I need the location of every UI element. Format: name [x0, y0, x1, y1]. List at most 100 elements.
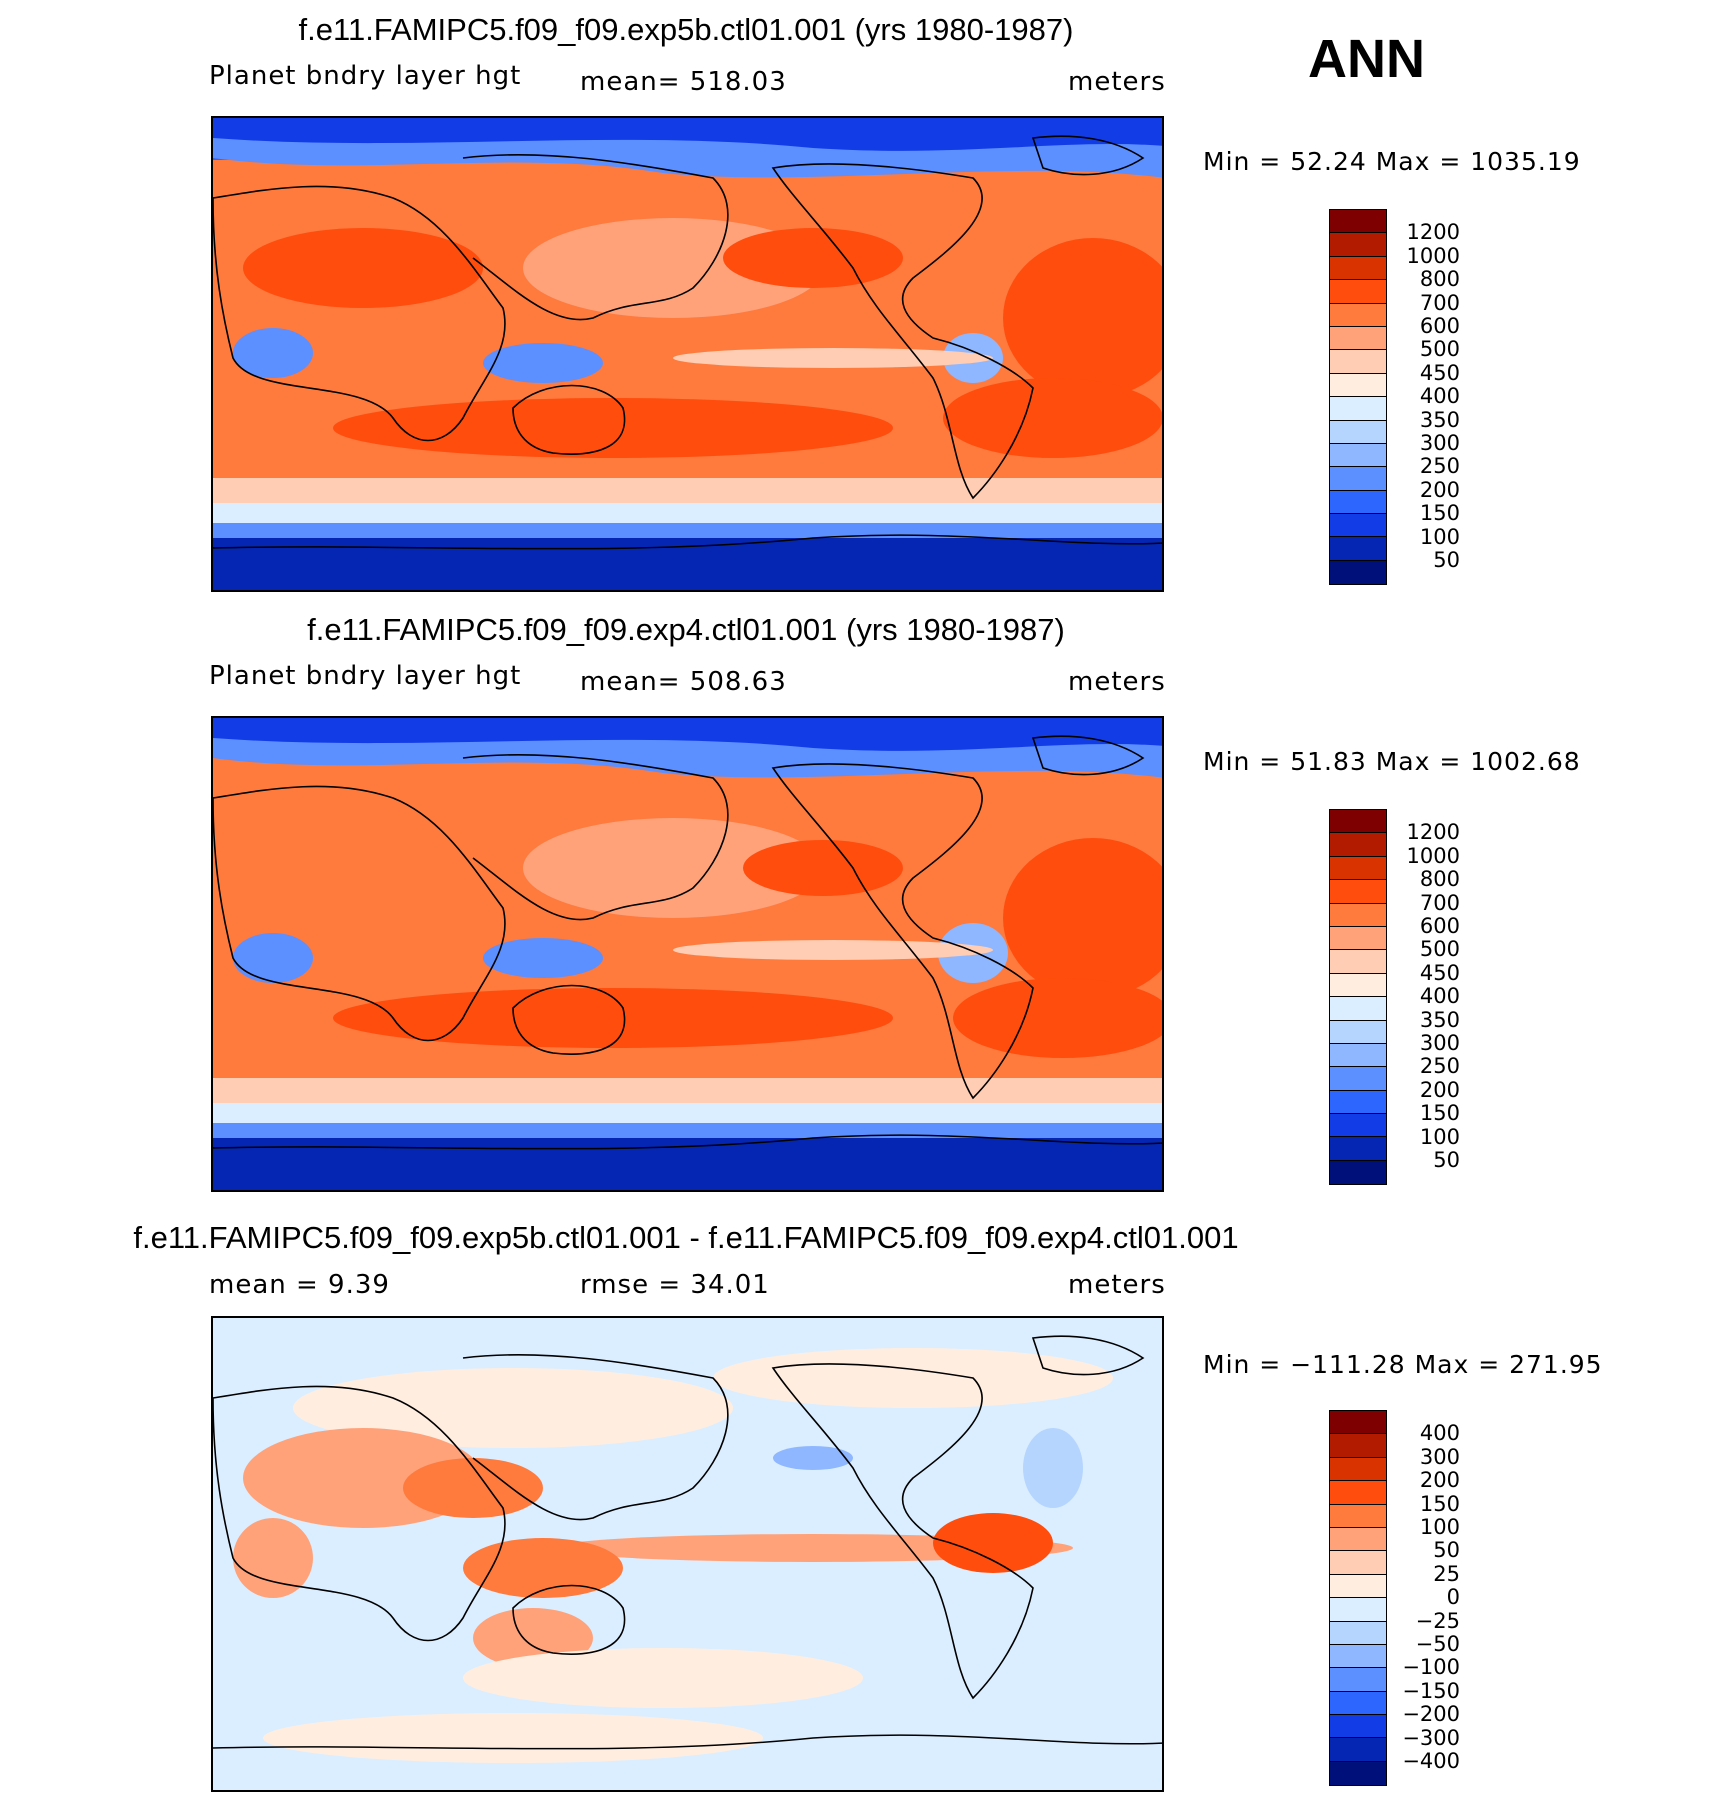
colorbar-cell: [1330, 537, 1386, 561]
colorbar-cell: [1330, 1020, 1386, 1044]
colorbar-cell: [1330, 997, 1386, 1021]
colorbar-tick-label: 100: [1419, 524, 1460, 549]
colorbar-tick-label: 800: [1419, 267, 1460, 292]
colorbar-cell: [1330, 810, 1386, 834]
colorbar-tick-label: 150: [1419, 501, 1460, 526]
colorbar-tick-label: 500: [1419, 937, 1460, 962]
colorbar-cell: [1330, 326, 1386, 351]
colorbar-tick-label: 200: [1419, 1468, 1460, 1493]
colorbar-tick-label: 300: [1419, 431, 1460, 455]
colorbar-tick-label: 50: [1433, 548, 1460, 572]
colorbar-cell: [1330, 1481, 1386, 1505]
panel-1-title: f.e11.FAMIPC5.f09_f09.exp5b.ctl01.001 (y…: [298, 12, 1074, 47]
colorbar-cell: [1330, 490, 1386, 515]
colorbar-cell: [1330, 1691, 1386, 1716]
panel-3-map: [211, 1316, 1164, 1792]
colorbar-tick-label: 700: [1419, 290, 1460, 315]
panel-2-units: meters: [1068, 667, 1166, 697]
colorbar-cell: [1330, 1067, 1386, 1091]
colorbar-cell: [1330, 1043, 1386, 1068]
colorbar-tick-label: 100: [1419, 1124, 1460, 1149]
panel-1-minmax: Min = 52.24 Max = 1035.19: [1203, 147, 1581, 176]
colorbar-tick-label: 50: [1433, 1538, 1460, 1563]
colorbar-tick-label: −150: [1402, 1678, 1460, 1703]
panel-3-colorbar: [1329, 1410, 1387, 1787]
colorbar-cell: [1330, 280, 1386, 304]
colorbar-tick-label: −50: [1415, 1632, 1460, 1656]
colorbar-tick-label: 600: [1419, 914, 1460, 938]
panel-1-map: [211, 116, 1164, 592]
colorbar-tick-label: 1200: [1406, 820, 1460, 845]
colorbar-cell: [1330, 1411, 1386, 1435]
colorbar-cell: [1330, 1574, 1386, 1599]
colorbar-tick-label: −200: [1402, 1702, 1460, 1727]
colorbar-tick-label: 150: [1419, 1101, 1460, 1126]
colorbar-tick-label: 1000: [1406, 243, 1460, 268]
colorbar-cell: [1330, 397, 1386, 421]
panel-2-map: [211, 716, 1164, 1192]
colorbar-tick-label: −25: [1415, 1608, 1460, 1633]
colorbar-tick-label: −100: [1402, 1655, 1460, 1680]
panel-1-mean: mean= 518.03: [580, 67, 787, 97]
colorbar-cell: [1330, 950, 1386, 974]
colorbar-tick-label: 200: [1419, 477, 1460, 502]
colorbar-tick-label: 450: [1419, 960, 1460, 985]
colorbar-cell: [1330, 1527, 1386, 1552]
colorbar-cell: [1330, 1761, 1386, 1786]
colorbar-cell: [1330, 1160, 1386, 1185]
colorbar-cell: [1330, 1598, 1386, 1622]
panel-3-minmax: Min = −111.28 Max = 271.95: [1203, 1350, 1603, 1379]
colorbar-tick-label: 50: [1433, 1148, 1460, 1172]
panel-3-units: meters: [1068, 1270, 1166, 1300]
colorbar-tick-label: 350: [1419, 1007, 1460, 1032]
colorbar-tick-label: 300: [1419, 1444, 1460, 1469]
colorbar-tick-label: 1000: [1406, 843, 1460, 868]
colorbar-cell: [1330, 303, 1386, 327]
colorbar-cell: [1330, 1114, 1386, 1138]
colorbar-cell: [1330, 856, 1386, 881]
colorbar-tick-label: 25: [1433, 1561, 1460, 1586]
colorbar-cell: [1330, 373, 1386, 398]
colorbar-cell: [1330, 514, 1386, 538]
colorbar-cell: [1330, 1434, 1386, 1458]
colorbar-cell: [1330, 973, 1386, 998]
colorbar-tick-label: 0: [1446, 1585, 1460, 1610]
colorbar-cell: [1330, 1621, 1386, 1645]
panel-2-title: f.e11.FAMIPC5.f09_f09.exp4.ctl01.001 (yr…: [307, 612, 1065, 647]
colorbar-cell: [1330, 1644, 1386, 1669]
colorbar-cell: [1330, 256, 1386, 281]
panel-2-mean: mean= 508.63: [580, 667, 787, 697]
colorbar-cell: [1330, 560, 1386, 585]
colorbar-tick-label: 250: [1419, 1054, 1460, 1079]
colorbar-cell: [1330, 443, 1386, 468]
panel-2-colorbar: [1329, 809, 1387, 1186]
colorbar-cell: [1330, 420, 1386, 444]
colorbar-cell: [1330, 467, 1386, 491]
colorbar-tick-label: 1200: [1406, 220, 1460, 245]
panel-1-colorbar: [1329, 209, 1387, 586]
colorbar-tick-label: 400: [1419, 984, 1460, 1009]
panel-2-minmax: Min = 51.83 Max = 1002.68: [1203, 747, 1581, 776]
colorbar-cell: [1330, 1137, 1386, 1161]
colorbar-tick-label: 450: [1419, 360, 1460, 385]
panel-1-field-name: Planet bndry layer hgt: [209, 61, 522, 91]
colorbar-cell: [1330, 210, 1386, 234]
colorbar-cell: [1330, 233, 1386, 257]
panel-3-title: f.e11.FAMIPC5.f09_f09.exp5b.ctl01.001 - …: [133, 1220, 1239, 1255]
colorbar-cell: [1330, 903, 1386, 927]
colorbar-tick-label: −300: [1402, 1725, 1460, 1750]
colorbar-tick-label: 700: [1419, 890, 1460, 915]
colorbar-tick-label: 400: [1419, 1421, 1460, 1446]
colorbar-cell: [1330, 1668, 1386, 1692]
colorbar-cell: [1330, 1551, 1386, 1575]
colorbar-cell: [1330, 1738, 1386, 1762]
colorbar-tick-label: 350: [1419, 407, 1460, 432]
season-label: ANN: [1308, 29, 1425, 89]
colorbar-cell: [1330, 880, 1386, 904]
colorbar-cell: [1330, 833, 1386, 857]
colorbar-cell: [1330, 1504, 1386, 1528]
colorbar-tick-label: 150: [1419, 1491, 1460, 1516]
panel-3-mean: mean = 9.39: [209, 1270, 390, 1300]
colorbar-cell: [1330, 350, 1386, 374]
colorbar-cell: [1330, 1457, 1386, 1482]
